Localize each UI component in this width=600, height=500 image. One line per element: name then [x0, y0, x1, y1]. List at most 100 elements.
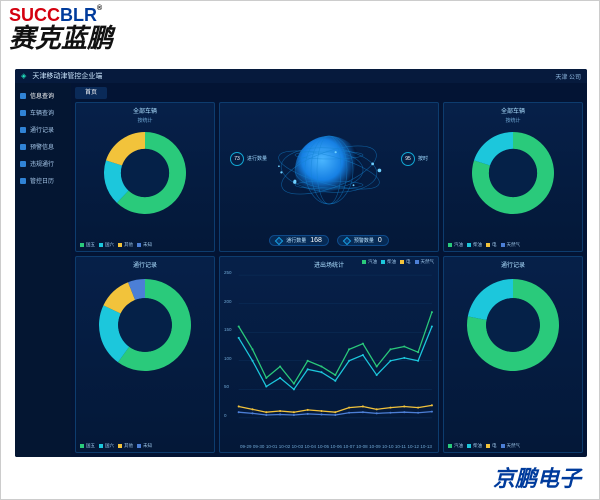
dashboard-header: ◈ 天津移动津管控企业端 天津 公司	[15, 69, 587, 83]
panel-tl-title: 全部车辆	[80, 107, 210, 117]
x-tick-label: 09-29	[240, 444, 252, 449]
pill-alert[interactable]: 预警数量 0	[337, 235, 389, 246]
y-tick-label: 200	[224, 299, 232, 304]
x-tick-label: 10-02	[279, 444, 291, 449]
sidebar-item-icon	[20, 110, 26, 116]
dashboard: ◈ 天津移动津管控企业端 天津 公司 信息查询车辆查询通行记录预警信息违规通行管…	[15, 69, 587, 457]
sidebar-item-icon	[20, 93, 26, 99]
sidebar-item-label: 车辆查询	[30, 108, 54, 117]
x-tick-label: 10-05	[317, 444, 329, 449]
stat-left-label: 进行数量	[247, 156, 267, 162]
pill-alert-value: 0	[378, 237, 382, 244]
legend-item: 其他	[118, 443, 133, 449]
legend-item: 电	[486, 242, 497, 248]
legend-item: 天然气	[501, 242, 521, 248]
panel-tr-title: 全部车辆	[448, 107, 578, 117]
header-title: 天津移动津管控企业端	[32, 71, 549, 81]
legend-item: 电	[400, 259, 411, 265]
legend-item: 柴油	[467, 242, 482, 248]
legend-item: 天然气	[415, 259, 435, 265]
legend-item: 国六	[99, 443, 114, 449]
footer-brand: 京鹏电子	[493, 461, 581, 493]
pill-traffic-value: 168	[310, 237, 322, 244]
sidebar-item-label: 预警信息	[30, 142, 54, 151]
legend-linechart: 汽油柴油电天然气	[362, 259, 434, 265]
panel-br-title: 通行记录	[448, 261, 578, 271]
legend-item: 柴油	[381, 259, 396, 265]
sidebar-item-2[interactable]: 通行记录	[15, 123, 71, 136]
y-tick-label: 100	[224, 356, 232, 361]
x-tick-label: 10-01	[266, 444, 278, 449]
x-tick-label: 10-13	[420, 444, 432, 449]
stat-left-value: 73	[234, 156, 240, 162]
linechart-x-labels: 09-2909-3010-0110-0210-0310-0410-0510-06…	[240, 444, 432, 449]
diamond-icon	[343, 236, 351, 244]
stat-left: 73 进行数量	[230, 152, 267, 166]
legend-item: 未知	[137, 443, 152, 449]
brand-en-blue: BLR	[60, 5, 97, 25]
panel-top-right: 全部车辆 按统计 汽油柴油电天然气	[443, 102, 583, 252]
sidebar-item-label: 违规通行	[30, 159, 54, 168]
legend-tr: 汽油柴油电天然气	[448, 242, 578, 248]
brand-logo: SUCCBLR® 赛克蓝鹏	[9, 5, 113, 50]
y-tick-label: 50	[224, 384, 229, 389]
donut-tl	[102, 130, 188, 216]
panel-bottom-left: 通行记录 国五国六其他未知	[75, 256, 215, 453]
linechart	[224, 273, 434, 420]
donut-bl	[97, 277, 193, 373]
panel-center: 73 进行数量 95 按时 通行数量 168	[219, 102, 439, 252]
sidebar-item-0[interactable]: 信息查询	[15, 89, 71, 102]
x-tick-label: 10-10	[382, 444, 394, 449]
legend-item: 未知	[137, 242, 152, 248]
pill-alert-label: 预警数量	[354, 237, 374, 244]
sidebar-item-5[interactable]: 管控日历	[15, 174, 71, 187]
diamond-icon	[275, 236, 283, 244]
sidebar-item-1[interactable]: 车辆查询	[15, 106, 71, 119]
y-tick-label: 0	[224, 413, 227, 418]
brand-reg: ®	[97, 5, 102, 12]
x-tick-label: 10-09	[369, 444, 381, 449]
legend-item: 天然气	[501, 443, 521, 449]
panel-bl-title: 通行记录	[80, 261, 210, 271]
main-area: 首页 全部车辆 按统计 国五国六其他未知 73 进行数量	[71, 83, 587, 457]
stat-right-value: 95	[405, 156, 411, 162]
legend-item: 柴油	[467, 443, 482, 449]
panel-tl-sub: 按统计	[80, 117, 210, 124]
header-right: 天津 公司	[555, 72, 581, 81]
tab-home[interactable]: 首页	[75, 87, 107, 99]
tab-bar: 首页	[75, 87, 583, 99]
stat-right-ring-icon: 95	[401, 152, 415, 166]
legend-item: 汽油	[448, 443, 463, 449]
sidebar-item-label: 通行记录	[30, 125, 54, 134]
sidebar-item-icon	[20, 161, 26, 167]
sidebar-item-4[interactable]: 违规通行	[15, 157, 71, 170]
x-tick-label: 10-04	[305, 444, 317, 449]
legend-bl: 国五国六其他未知	[80, 443, 210, 449]
sidebar-item-3[interactable]: 预警信息	[15, 140, 71, 153]
x-tick-label: 10-07	[343, 444, 355, 449]
legend-item: 其他	[118, 242, 133, 248]
stat-left-ring-icon: 73	[230, 152, 244, 166]
panel-top-left: 全部车辆 按统计 国五国六其他未知	[75, 102, 215, 252]
brand-cn: 赛克蓝鹏	[9, 26, 113, 50]
legend-item: 汽油	[362, 259, 377, 265]
stat-right-label: 按时	[418, 156, 428, 162]
x-tick-label: 10-12	[407, 444, 419, 449]
sidebar-item-icon	[20, 178, 26, 184]
x-tick-label: 10-03	[292, 444, 304, 449]
globe-icon	[274, 115, 384, 225]
sidebar-item-icon	[20, 127, 26, 133]
panel-linechart: 进出场统计 09-2909-3010-0110-0210-0310-0410-0…	[219, 256, 439, 453]
x-tick-label: 10-08	[356, 444, 368, 449]
x-tick-label: 10-11	[395, 444, 406, 449]
legend-tl: 国五国六其他未知	[80, 242, 210, 248]
pill-traffic[interactable]: 通行数量 168	[269, 235, 329, 246]
sidebar-item-icon	[20, 144, 26, 150]
sidebar-item-label: 信息查询	[30, 91, 54, 100]
header-logo-icon: ◈	[21, 72, 26, 80]
y-tick-label: 150	[224, 327, 232, 332]
stat-right: 95 按时	[401, 152, 428, 166]
legend-item: 电	[486, 443, 497, 449]
legend-item: 国五	[80, 443, 95, 449]
panel-tr-sub: 按统计	[448, 117, 578, 124]
